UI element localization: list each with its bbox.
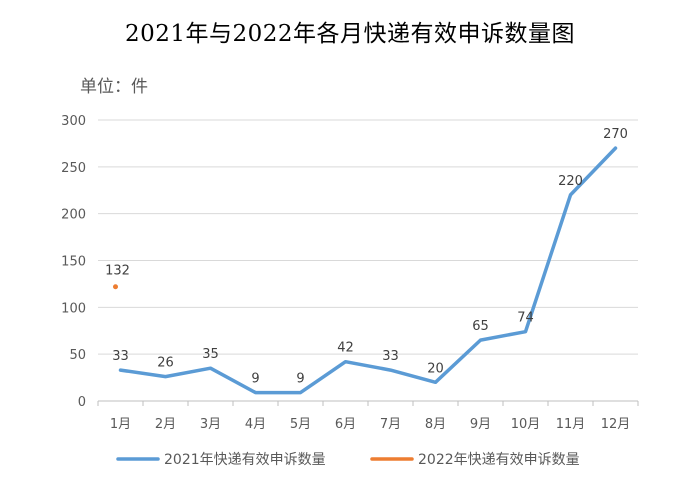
data-label: 33 (112, 349, 129, 364)
y-tick-label: 300 (61, 114, 86, 129)
data-label: 220 (558, 174, 583, 189)
data-label: 33 (382, 349, 399, 364)
unit-label: 单位：件 (80, 77, 148, 97)
data-label: 35 (202, 347, 219, 362)
x-tick-label: 9月 (470, 417, 491, 432)
x-tick-label: 10月 (511, 417, 541, 432)
data-label: 42 (337, 341, 354, 356)
series-line (118, 146, 618, 395)
legend-label: 2022年快递有效申诉数量 (418, 452, 580, 468)
y-tick-label: 50 (69, 348, 86, 363)
x-tick-label: 5月 (290, 417, 311, 432)
y-tick-label: 250 (61, 161, 86, 176)
x-tick-label: 8月 (425, 417, 446, 432)
y-tick-label: 0 (78, 395, 86, 410)
data-label: 9 (251, 372, 259, 387)
series-point (113, 284, 118, 290)
x-tick-label: 2月 (155, 417, 176, 432)
data-label: 20 (427, 361, 444, 376)
data-label: 9 (296, 372, 304, 387)
x-tick-label: 1月 (110, 417, 131, 432)
x-tick-label: 11月 (556, 417, 586, 432)
data-label: 26 (157, 356, 174, 371)
chart-title: 2021年与2022年各月快递有效申诉数量图 (124, 21, 576, 47)
x-tick-label: 6月 (335, 417, 356, 432)
x-tick-label: 7月 (380, 417, 401, 432)
legend-label: 2021年快递有效申诉数量 (164, 452, 326, 468)
data-label: 74 (517, 311, 534, 326)
x-tick-label: 3月 (200, 417, 221, 432)
data-label: 65 (472, 319, 489, 334)
y-tick-label: 150 (61, 255, 86, 270)
x-tick-label: 12月 (601, 417, 631, 432)
y-tick-label: 200 (61, 208, 86, 223)
data-label: 270 (603, 127, 628, 142)
x-tick-label: 4月 (245, 417, 266, 432)
y-tick-label: 100 (61, 301, 86, 316)
data-label: 132 (105, 264, 130, 279)
